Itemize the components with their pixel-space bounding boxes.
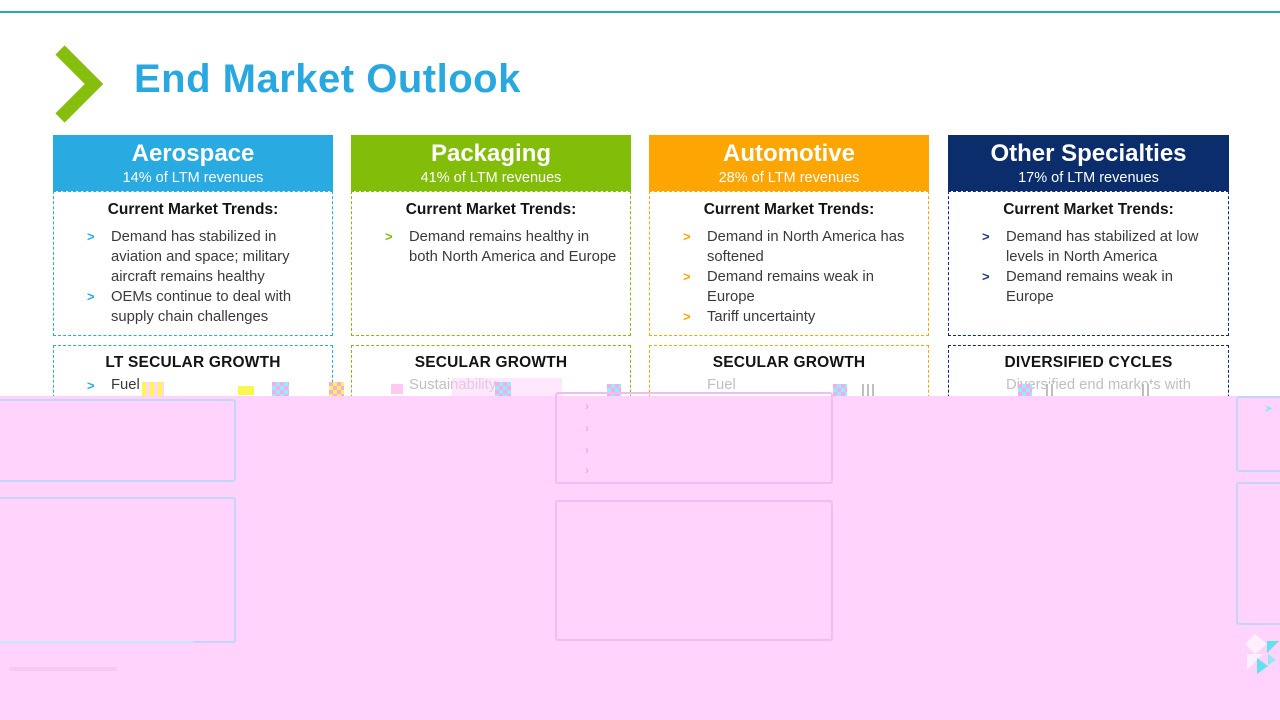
ghost-box xyxy=(1236,396,1280,472)
column-subtitle: 41% of LTM revenues xyxy=(420,170,562,186)
bullet-marker: > xyxy=(683,269,691,284)
bullet-marker: > xyxy=(87,229,95,244)
trends-list: > Demand remains healthy in both North Am… xyxy=(352,227,630,267)
outlook-heading: LT SECULAR GROWTH xyxy=(105,354,281,371)
trend-text: OEMs continue to deal with supply chain … xyxy=(111,289,292,325)
trend-item: > Demand remains healthy in both North Am… xyxy=(352,227,630,267)
trends-heading: Current Market Trends: xyxy=(405,201,577,218)
ghost-footer-text xyxy=(9,667,117,671)
trends-box-aerospace: Current Market Trends: > Demand has stabi… xyxy=(53,191,333,336)
column-header-other-specialties: Other Specialties 17% of LTM revenues xyxy=(948,135,1229,191)
column-title: Aerospace xyxy=(131,140,255,167)
ghost-bullet-chevron: › xyxy=(585,463,589,477)
ghost-arrow-icon: ➤ xyxy=(1264,403,1274,415)
ghost-box xyxy=(0,497,236,643)
trends-list: > Demand in North America has softened > D… xyxy=(650,227,928,327)
ghost-box xyxy=(0,399,236,482)
trend-text: Demand in North America has softened xyxy=(707,229,905,265)
trends-box-automotive: Current Market Trends: > Demand in North … xyxy=(649,191,929,336)
trend-item: > Demand remains weak in Europe xyxy=(650,267,928,307)
pinwheel-logo-icon xyxy=(1245,634,1279,674)
ghost-bullet-chevron: › xyxy=(585,443,589,457)
bullet-marker: > xyxy=(87,289,95,304)
trend-text: Demand has stabilized in aviation and sp… xyxy=(111,229,290,285)
ghost-divider-line xyxy=(0,641,193,644)
bullet-marker: > xyxy=(982,229,990,244)
column-subtitle: 14% of LTM revenues xyxy=(122,170,264,186)
fragment-text: Fuel xyxy=(111,377,140,393)
column-subtitle: 17% of LTM revenues xyxy=(1018,170,1159,186)
ghost-bullet-chevron: › xyxy=(585,399,589,413)
column-title: Packaging xyxy=(430,140,552,167)
pink-corruption-overlay: › › › › ➤ xyxy=(0,392,1280,720)
glitch-artifact xyxy=(272,382,289,397)
column-subtitle: 28% of LTM revenues xyxy=(718,170,860,186)
trend-item: > Demand remains weak in Europe xyxy=(949,267,1228,307)
ghost-box xyxy=(555,500,833,641)
glitch-artifact xyxy=(329,382,344,397)
glitch-artifact xyxy=(862,384,874,397)
column-title: Automotive xyxy=(723,140,855,167)
ghost-bullet-chevron: › xyxy=(585,421,589,435)
glitch-artifact xyxy=(1018,384,1032,397)
bullet-marker: > xyxy=(87,378,95,393)
trend-text: Demand remains weak in Europe xyxy=(707,269,874,305)
trends-heading: Current Market Trends: xyxy=(1003,201,1174,218)
trend-item: > Demand in North America has softened xyxy=(650,227,928,267)
trend-item: > Demand has stabilized in aviation and s… xyxy=(54,227,332,287)
outlook-fragment: Fuel xyxy=(707,377,736,393)
trend-text: Tariff uncertainty xyxy=(707,309,816,325)
trends-heading: Current Market Trends: xyxy=(703,201,875,218)
glitch-artifact xyxy=(495,382,511,397)
glitch-artifact xyxy=(1046,384,1056,396)
column-header-aerospace: Aerospace 14% of LTM revenues xyxy=(53,135,333,191)
column-header-automotive: Automotive 28% of LTM revenues xyxy=(649,135,929,191)
outlook-heading: SECULAR GROWTH xyxy=(414,354,568,371)
outlook-heading: SECULAR GROWTH xyxy=(712,354,866,371)
glitch-artifact xyxy=(391,384,403,394)
trends-heading: Current Market Trends: xyxy=(107,201,279,218)
trend-text: Demand has stabilized at low levels in N… xyxy=(1006,229,1199,265)
bullet-marker: > xyxy=(683,229,691,244)
chevron-icon xyxy=(55,45,103,123)
trends-list: > Demand has stabilized at low levels in … xyxy=(949,227,1228,307)
bullet-marker: > xyxy=(385,229,393,244)
outlook-fragment: Diversified end markets with xyxy=(1006,377,1192,393)
trends-box-other-specialties: Current Market Trends: > Demand has stabi… xyxy=(948,191,1229,336)
bullet-marker: > xyxy=(982,269,990,284)
trend-item: > Tariff uncertainty xyxy=(650,307,928,327)
top-border-line xyxy=(0,11,1280,13)
trend-item: > OEMs continue to deal with supply chain… xyxy=(54,287,332,327)
glitch-artifact xyxy=(238,386,254,395)
bullet-marker: > xyxy=(683,309,691,324)
ghost-box xyxy=(1236,482,1280,625)
ghost-box xyxy=(555,392,833,484)
column-header-packaging: Packaging 41% of LTM revenues xyxy=(351,135,631,191)
column-title: Other Specialties xyxy=(990,140,1187,167)
trends-box-packaging: Current Market Trends: > Demand remains h… xyxy=(351,191,631,336)
glitch-artifact xyxy=(1142,384,1152,396)
glitch-artifact xyxy=(833,384,847,397)
outlook-heading: DIVERSIFIED CYCLES xyxy=(1004,354,1173,371)
page-title: End Market Outlook xyxy=(134,57,521,101)
trend-item: > Demand has stabilized at low levels in … xyxy=(949,227,1228,267)
glitch-artifact xyxy=(142,382,164,398)
trends-list: > Demand has stabilized in aviation and s… xyxy=(54,227,332,327)
outlook-fragment: > Fuel xyxy=(54,377,332,393)
trend-text: Demand remains healthy in both North Ame… xyxy=(409,229,617,265)
trend-text: Demand remains weak in Europe xyxy=(1006,269,1173,305)
